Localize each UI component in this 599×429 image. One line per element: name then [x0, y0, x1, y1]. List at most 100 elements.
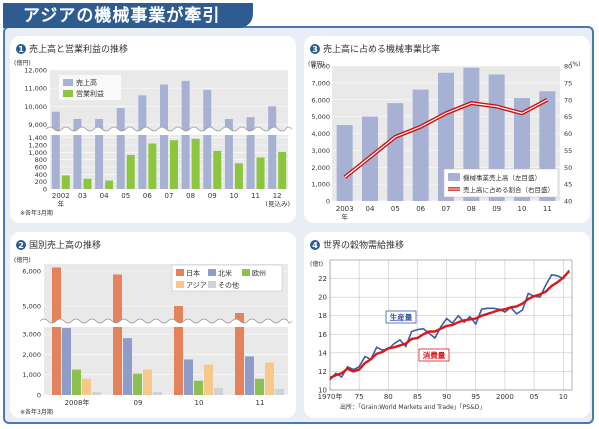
- chart1-sales-bar: [138, 95, 147, 189]
- chart2-bar: [153, 391, 162, 395]
- chart1-profit-bar: [126, 154, 135, 189]
- chart3-x-tick-label: 2003: [336, 205, 354, 213]
- panel-chart4: 4 世界の穀物需給推移 (億t) 10 12 14 16 18 20 22 1970年 75 80 85 9…: [304, 232, 590, 418]
- chart2-legend-item: アジア: [186, 282, 207, 290]
- chart1-legend-sales: 売上高: [76, 78, 97, 87]
- chart2-legend-item: その他: [218, 281, 239, 290]
- chart1-y-tick-label: 9,000: [28, 121, 47, 129]
- chart1-y-tick-label: 400: [35, 171, 47, 179]
- chart4-y-tick-label: 20: [318, 294, 327, 302]
- chart4-plot-border: [329, 259, 573, 391]
- chart3-y-tick-left: 7,000: [311, 79, 330, 87]
- panel-chart2: 2 国別売上高の推移 (億円) 5,000 6,000 0 1,000 2,000 3,000 2…: [10, 232, 296, 418]
- chart1-x-tick-label: 10: [229, 192, 238, 200]
- chart3-y-tick-right: 50: [564, 164, 572, 172]
- chart3-bar: [336, 125, 353, 201]
- chart4-x-tick-label: 05: [530, 393, 539, 401]
- chart2-bar: [92, 391, 101, 395]
- chart3-y-tick-left: 8,000: [311, 63, 330, 71]
- chart4-label-consumption: 消費量: [423, 350, 446, 360]
- chart3-y-tick-left: 1,000: [311, 181, 330, 189]
- chart2-bar: [52, 267, 61, 395]
- chart1-profit-bar: [148, 143, 157, 189]
- chart3-y-tick-left: 3,000: [311, 147, 330, 155]
- chart3-bar: [463, 67, 480, 201]
- chart1-profit-bar: [105, 180, 114, 189]
- chart4-x-tick-label: 2000: [496, 393, 514, 401]
- chart4-x-tick-label: 1970年: [318, 392, 343, 401]
- chart1-sales-bar: [224, 118, 233, 189]
- chart-number: 4: [312, 241, 318, 250]
- chart4-y-tick-label: 12: [318, 368, 327, 376]
- chart-number-badge: [310, 240, 320, 250]
- chart3-y-tick-left: 0: [326, 198, 330, 206]
- chart1-x-tick-label: 11: [251, 192, 260, 200]
- chart3-y-tick-right: 75: [564, 79, 572, 87]
- chart1-y-tick-label: 1,000: [28, 149, 47, 157]
- chart1-x-tick-label: 12: [273, 192, 282, 200]
- chart2-svg: 2 国別売上高の推移 (億円) 5,000 6,000 0 1,000 2,000 3,000 2…: [14, 239, 293, 416]
- chart4-x-tick-label: 80: [384, 393, 393, 401]
- chart4-label-production: 生産量: [390, 312, 413, 322]
- chart1-profit-bar: [170, 140, 178, 189]
- chart2-bar: [275, 388, 284, 395]
- chart1-axis-break: [45, 126, 293, 132]
- chart3-bar: [412, 89, 429, 201]
- chart2-y-tick-label: 6,000: [22, 268, 41, 276]
- chart3-y-tick-right: 45: [564, 181, 572, 189]
- chart1-sales-bar: [268, 106, 277, 189]
- chart4-unit-label: (億t): [310, 260, 323, 268]
- chart1-y-tick-label: 12,000: [24, 67, 47, 75]
- chart3-y-tick-right: 55: [564, 147, 572, 155]
- chart3-y-tick-right: 65: [564, 113, 572, 121]
- chart2-bar: [184, 359, 193, 395]
- chart1-note: ※各年3月期: [20, 209, 53, 217]
- chart3-y-tick-left: 5,000: [311, 113, 330, 121]
- chart3-y-tick-right: 80: [564, 63, 572, 71]
- chart4-x-tick-label: 10: [559, 393, 568, 401]
- chart2-bar: [245, 356, 254, 395]
- chart1-profit-bar: [278, 151, 287, 189]
- chart3-y-tick-left: 2,000: [311, 164, 330, 172]
- chart3-x-tick-label: 10: [518, 205, 527, 213]
- chart1-profit-bar: [256, 157, 265, 189]
- chart3-x-tick-label: 06: [416, 205, 425, 213]
- chart3-title: 売上高に占める機械事業比率: [323, 43, 440, 55]
- chart1-unit-label: (億円): [14, 59, 31, 67]
- chart4-y-tick-label: 16: [318, 331, 327, 339]
- chart2-axis-break-fill: [40, 319, 292, 327]
- chart3-x-tick-label: 04: [366, 205, 375, 213]
- chart3-ratio-line-inner: [344, 99, 548, 178]
- chart2-legend-item: 欧州: [252, 269, 266, 278]
- chart2-note: ※各年3月期: [20, 408, 53, 416]
- chart2-bar: [255, 378, 264, 395]
- chart-number: 3: [312, 45, 318, 54]
- chart3-y-tick-left: 6,000: [311, 96, 330, 104]
- chart3-x-tick-label: 11: [543, 205, 552, 213]
- chart4-y-tick-label: 22: [318, 275, 327, 283]
- chart1-x-tick-label: 04: [100, 192, 109, 200]
- chart3-y-tick-right: 60: [564, 130, 572, 138]
- chart2-y-tick-label: 1,000: [22, 371, 41, 379]
- chart2-legend-item: 日本: [186, 269, 200, 278]
- chart2-x-tick-label: 2008年: [65, 398, 90, 407]
- chart1-sales-bar: [203, 89, 212, 189]
- chart1-x-tick-label: 2002: [52, 192, 70, 200]
- chart3-legend-box: [443, 168, 559, 198]
- chart4-y-tick-label: 10: [318, 387, 327, 395]
- chart3-unit-right: (%): [570, 61, 580, 68]
- chart1-x-sublabel: 年: [58, 199, 65, 208]
- chart4-x-tick-label: 90: [442, 393, 451, 401]
- chart2-y-tick-label: 5,000: [22, 303, 41, 311]
- chart1-x-tick-label: 08: [186, 192, 195, 200]
- chart1-legend-profit: 営業利益: [76, 89, 104, 98]
- chart2-legend-swatch: [176, 269, 184, 276]
- chart2-bar: [133, 373, 142, 395]
- chart1-legend-swatch-sales: [63, 79, 73, 86]
- chart2-x-tick-label: 10: [195, 399, 204, 407]
- chart2-bar: [204, 364, 213, 395]
- chart1-x-last-note: (見込み): [265, 199, 290, 208]
- chart-number-badge: [16, 44, 26, 54]
- chart4-title: 世界の穀物需給推移: [323, 239, 404, 251]
